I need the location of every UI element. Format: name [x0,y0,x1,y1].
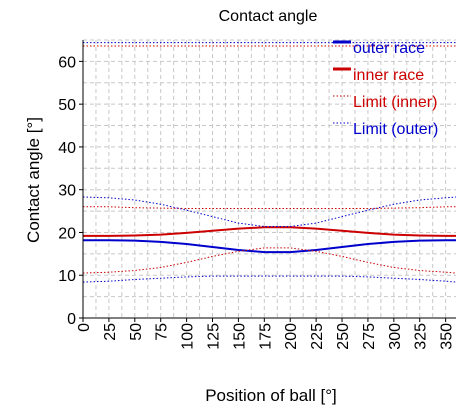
grid [82,39,456,318]
x-tick-label: 350 [439,323,456,350]
x-tick-label: 225 [309,323,326,350]
legend-label: outer race [353,40,425,57]
x-tick-label: 275 [361,323,378,350]
series-line-dotted [82,196,457,227]
series-lines [82,42,457,283]
chart-title: Contact angle [219,8,318,25]
legend: outer race inner race Limit (inner) Limit (… [333,40,438,138]
y-tick-label: 30 [58,183,76,200]
series-line [83,226,456,237]
series-line [83,239,456,254]
series-line-dotted [83,206,456,209]
tick-labels: 0 10 20 30 40 50 60 0 25 50 75 100 125 150 175 200 225 25… [58,54,455,349]
x-tick-label: 175 [257,323,274,350]
y-tick-label: 0 [67,311,76,328]
x-tick-label: 150 [231,323,248,350]
y-tick-label: 10 [58,268,76,285]
axes [79,40,456,322]
x-tick-label: 325 [413,323,430,350]
x-tick-label: 25 [102,323,119,341]
y-axis-label: Contact angle [°] [24,117,43,243]
x-tick-label: 250 [335,323,352,350]
x-tick-label: 0 [76,323,93,332]
y-tick-label: 40 [58,140,76,157]
series-line-dotted [82,247,457,274]
x-tick-label: 300 [387,323,404,350]
x-axis-label: Position of ball [°] [205,386,337,405]
x-tick-label: 75 [154,323,171,341]
y-tick-label: 60 [58,54,76,71]
x-tick-label: 100 [180,323,197,350]
x-tick-label: 125 [206,323,223,350]
y-tick-label: 20 [58,225,76,242]
y-tick-label: 50 [58,97,76,114]
legend-label: Limit (inner) [353,94,437,111]
x-tick-label: 50 [128,323,145,341]
legend-label: inner race [353,67,424,84]
legend-label: Limit (outer) [353,121,438,138]
x-tick-label: 200 [283,323,300,350]
series-line-dotted [82,275,457,283]
